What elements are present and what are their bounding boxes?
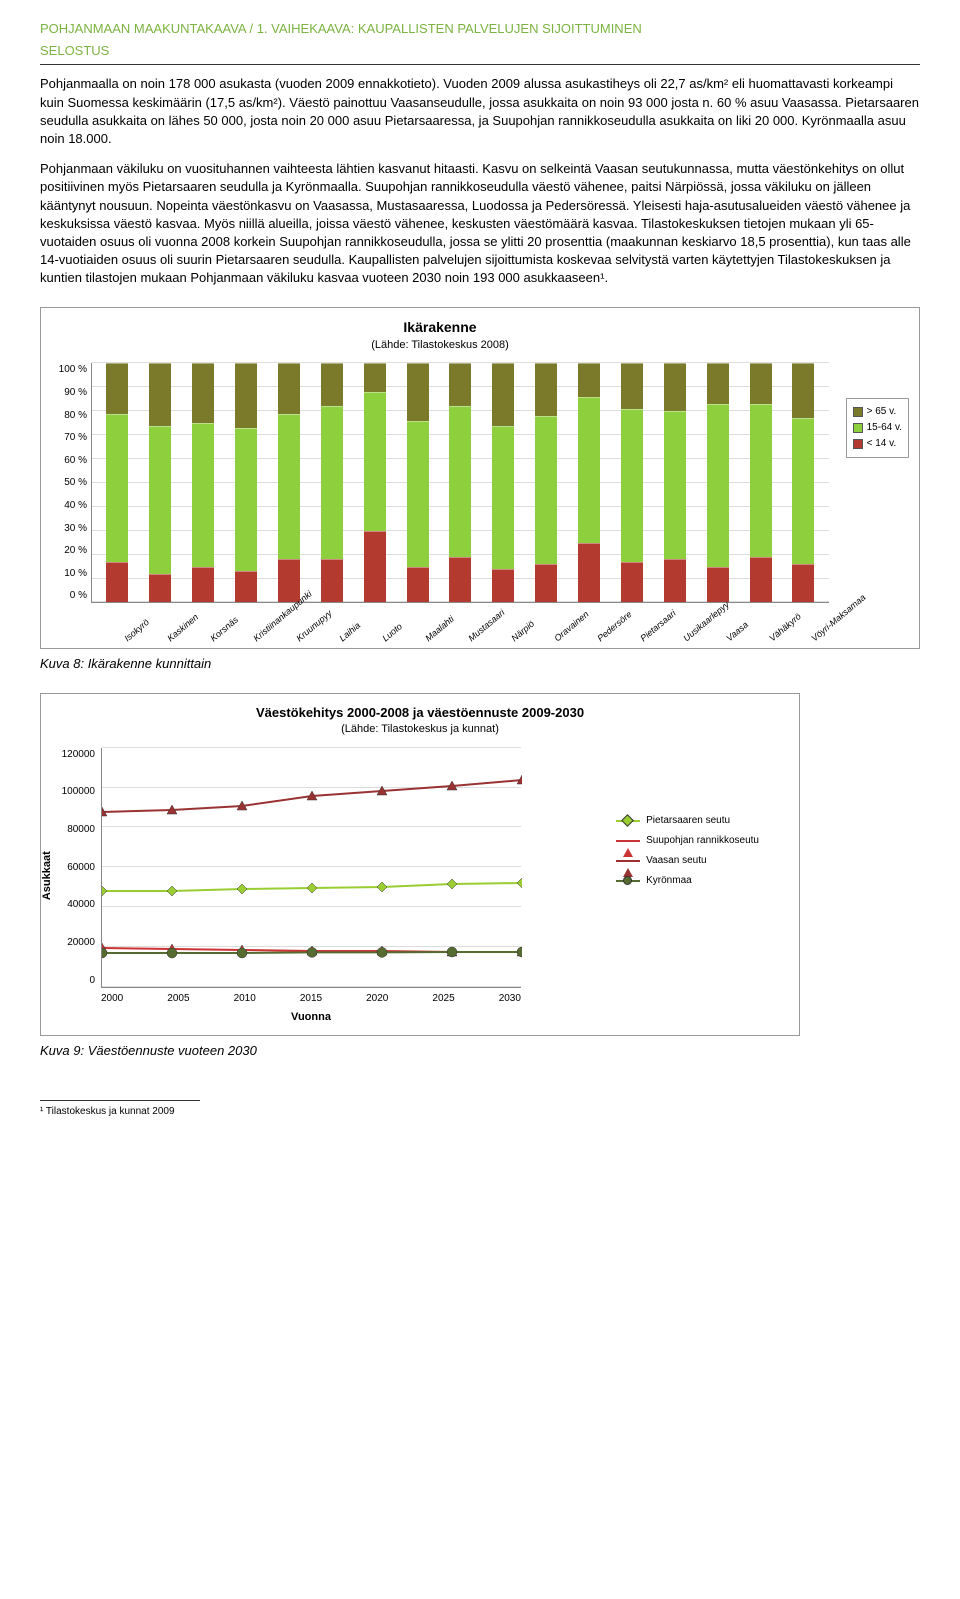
chart1-yaxis: 0 %10 %20 %30 %40 %50 %60 %70 %80 %90 %1… bbox=[51, 363, 91, 603]
footnote: ¹ Tilastokeskus ja kunnat 2009 bbox=[40, 1105, 920, 1119]
body-text: Pohjanmaalla on noin 178 000 asukasta (v… bbox=[40, 75, 920, 287]
bar bbox=[449, 363, 471, 602]
bar bbox=[106, 363, 128, 602]
bar bbox=[235, 363, 257, 602]
bar bbox=[621, 363, 643, 602]
bar bbox=[792, 363, 814, 602]
bar bbox=[578, 363, 600, 602]
figure-caption-9: Kuva 9: Väestöennuste vuoteen 2030 bbox=[40, 1042, 920, 1060]
chart2-ylabel: Asukkaat bbox=[40, 851, 55, 900]
chart2-subtitle: (Lähde: Tilastokeskus ja kunnat) bbox=[51, 722, 789, 737]
chart2-title: Väestökehitys 2000-2008 ja väestöennuste… bbox=[51, 704, 789, 722]
chart2-plot bbox=[101, 748, 521, 988]
bar bbox=[364, 363, 386, 602]
bar bbox=[492, 363, 514, 602]
chart2-xaxis: 2000200520102015202020252030 bbox=[101, 988, 521, 1006]
chart1-title: Ikärakenne bbox=[51, 318, 829, 338]
chart1-legend: > 65 v.15-64 v.< 14 v. bbox=[846, 398, 909, 458]
bar bbox=[407, 363, 429, 602]
footnote-rule bbox=[40, 1100, 200, 1101]
paragraph-1: Pohjanmaalla on noin 178 000 asukasta (v… bbox=[40, 75, 920, 148]
header-rule bbox=[40, 64, 920, 65]
bar bbox=[149, 363, 171, 602]
bar bbox=[321, 363, 343, 602]
chart1-plot bbox=[91, 363, 829, 603]
figure-caption-8: Kuva 8: Ikärakenne kunnittain bbox=[40, 655, 920, 673]
age-structure-chart: Ikärakenne (Lähde: Tilastokeskus 2008) 0… bbox=[40, 307, 920, 649]
chart2-legend: Pietarsaaren seutuSuupohjan rannikkoseut… bbox=[616, 808, 759, 894]
bar bbox=[664, 363, 686, 602]
chart2-xlabel: Vuonna bbox=[101, 1010, 521, 1025]
doc-header-line2: SELOSTUS bbox=[40, 42, 920, 60]
bar bbox=[535, 363, 557, 602]
doc-header-line1: POHJANMAAN MAAKUNTAKAAVA / 1. VAIHEKAAVA… bbox=[40, 20, 920, 38]
population-forecast-chart: Väestökehitys 2000-2008 ja väestöennuste… bbox=[40, 693, 800, 1036]
chart1-xaxis: IsokyröKaskinenKorsnäsKristiinankaupunki… bbox=[51, 603, 829, 638]
bar bbox=[278, 363, 300, 602]
chart2-yaxis: 020000400006000080000100000120000 bbox=[51, 748, 101, 988]
bar bbox=[192, 363, 214, 602]
paragraph-2: Pohjanmaan väkiluku on vuosituhannen vai… bbox=[40, 160, 920, 287]
bar bbox=[707, 363, 729, 602]
chart1-subtitle: (Lähde: Tilastokeskus 2008) bbox=[51, 338, 829, 353]
bar bbox=[750, 363, 772, 602]
